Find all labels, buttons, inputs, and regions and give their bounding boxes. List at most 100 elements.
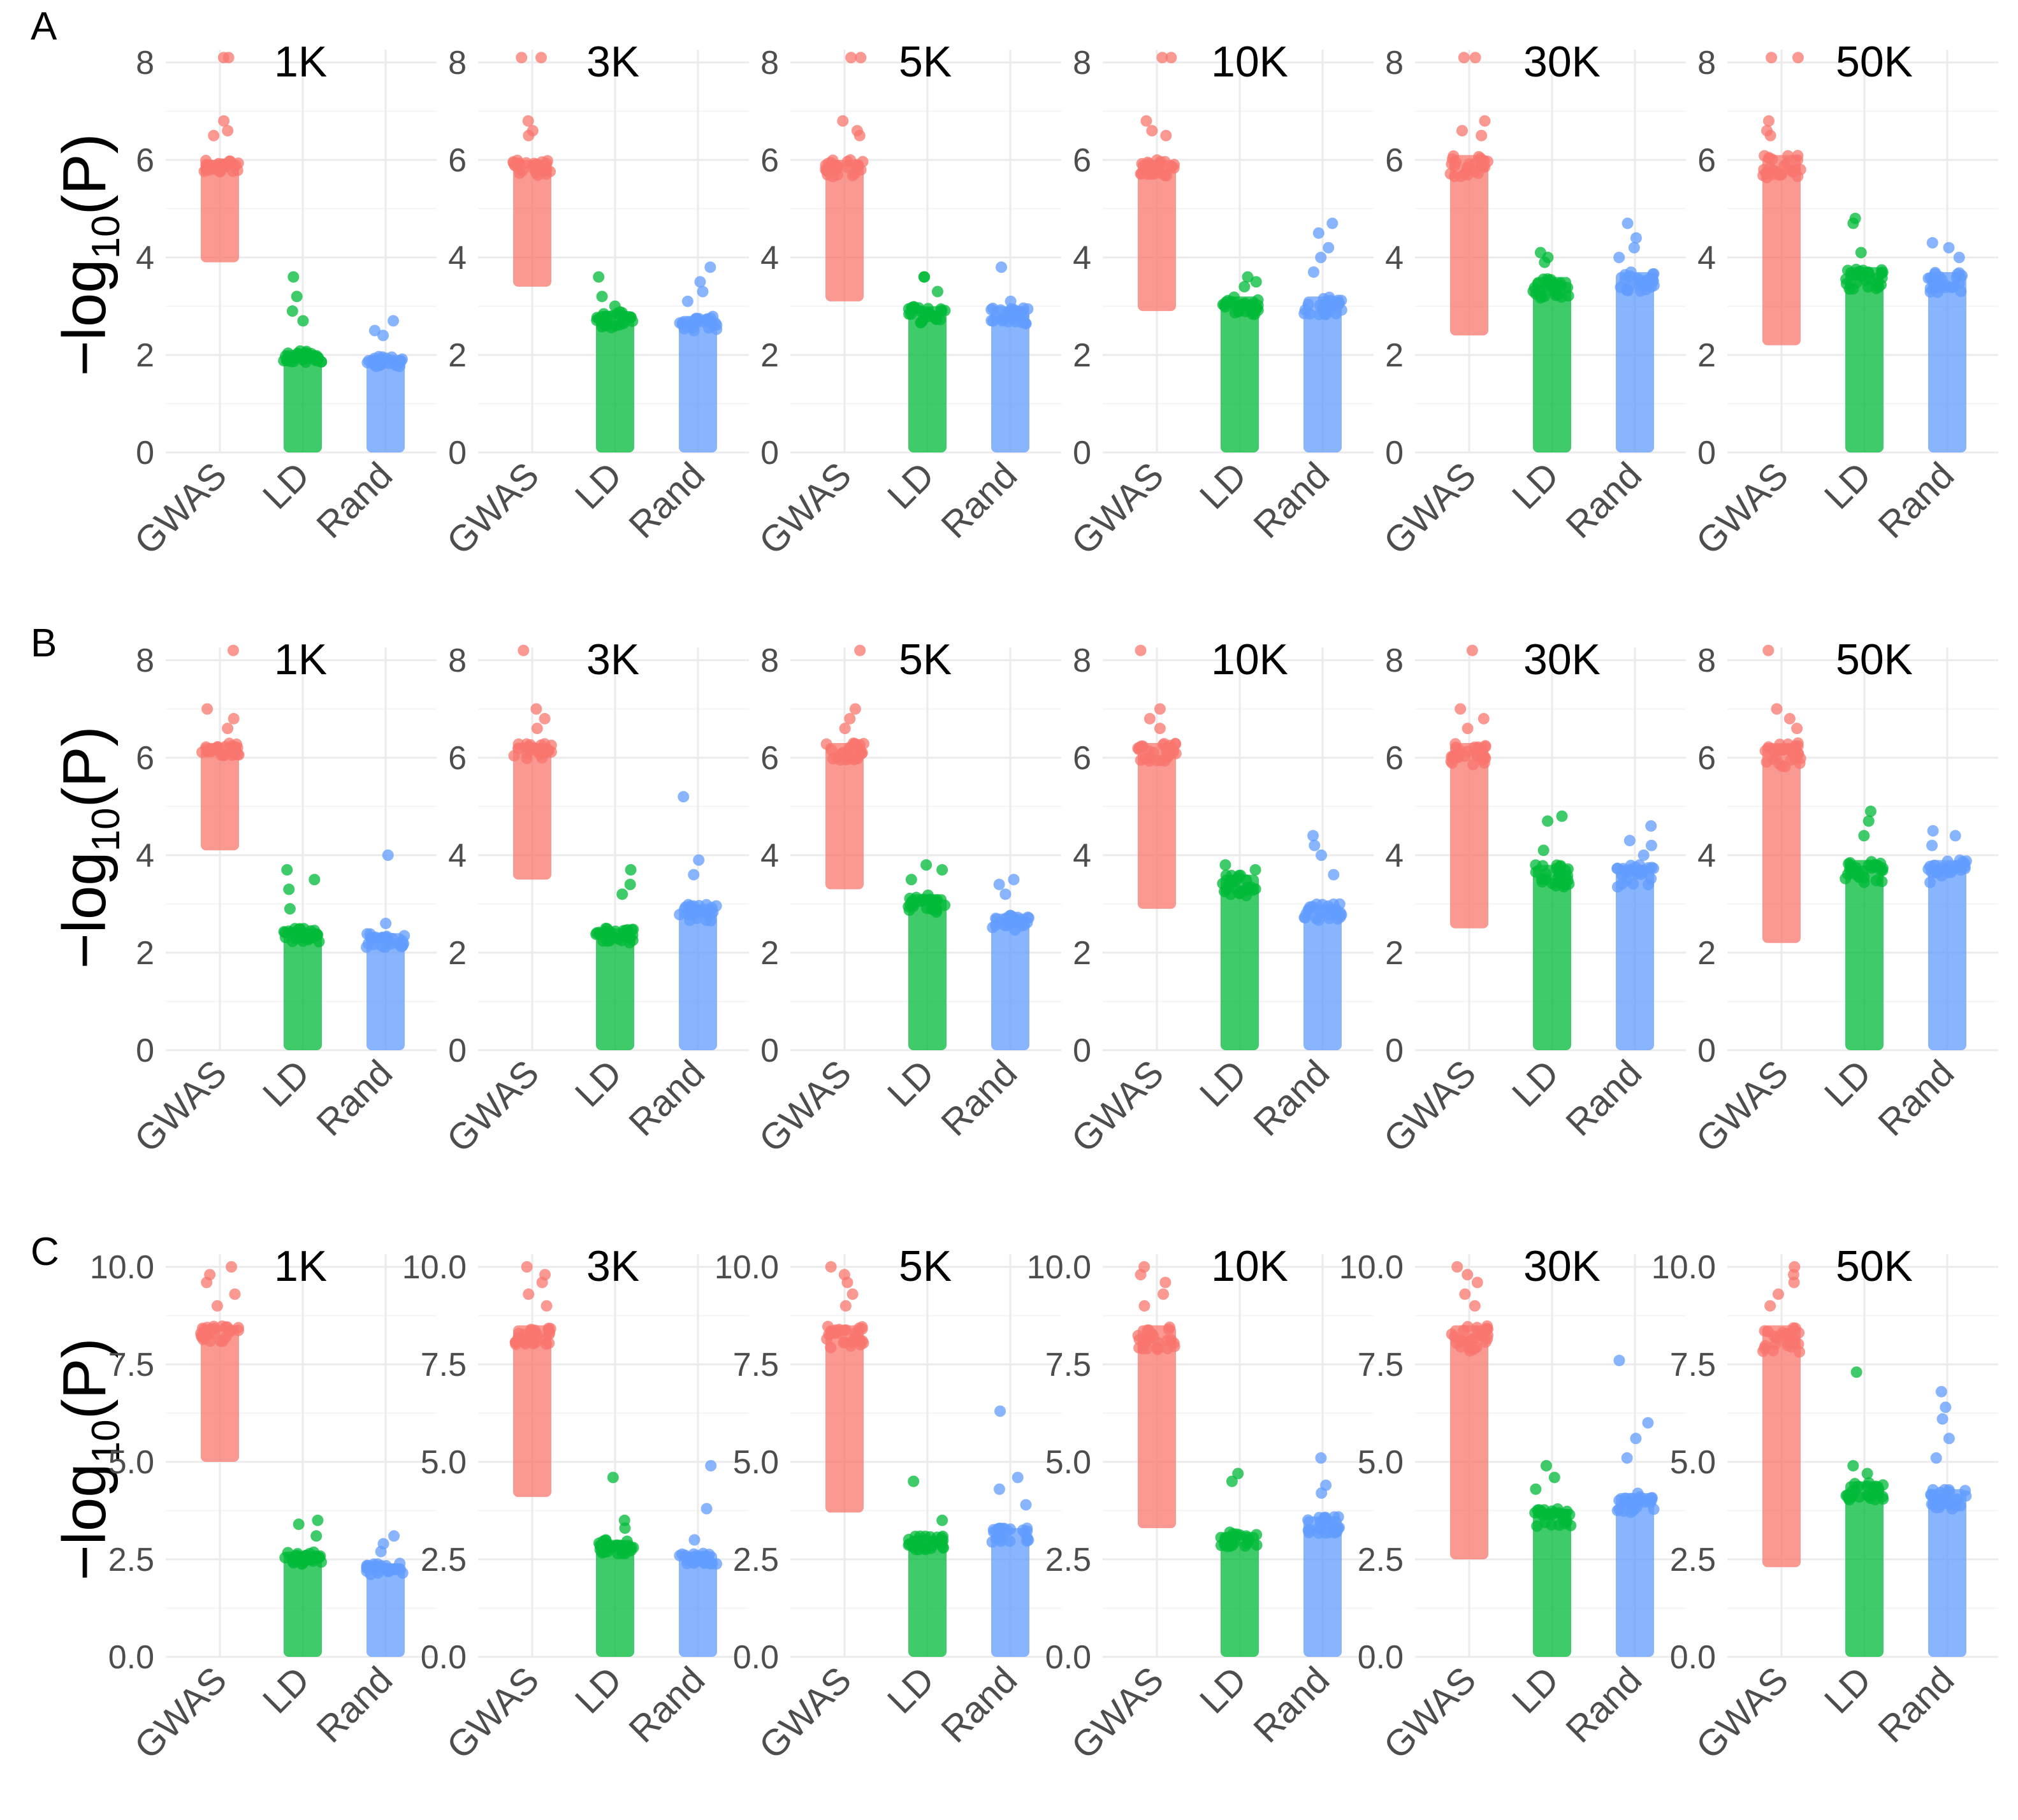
outlier-point <box>368 324 381 336</box>
data-point <box>524 739 536 751</box>
outlier-point <box>1020 1499 1032 1511</box>
y-label-subscript: 10 <box>84 1419 128 1463</box>
outlier-point <box>1315 1452 1327 1464</box>
outlier-point <box>286 305 298 317</box>
data-point <box>927 904 940 916</box>
data-point <box>913 302 925 314</box>
data-point <box>845 154 857 166</box>
point-band-gwas <box>1138 743 1176 909</box>
data-point <box>1136 157 1148 170</box>
panel-title: 5K <box>899 38 952 86</box>
x-tick-label: Rand <box>933 1659 1025 1751</box>
y-tick-label: 2 <box>136 935 154 972</box>
data-point <box>827 154 839 166</box>
data-point <box>939 899 951 911</box>
x-tick-label: LD <box>1192 1052 1254 1115</box>
point-cloud-rand <box>1922 825 1972 1050</box>
y-tick-label: 6 <box>1697 142 1716 179</box>
point-cloud-gwas <box>1132 1261 1180 1529</box>
y-tick-label: 5.0 <box>421 1444 467 1481</box>
outlier-point <box>1530 1483 1542 1495</box>
x-tick-label: Rand <box>1870 1052 1962 1144</box>
y-tick-label: 6 <box>760 142 779 179</box>
outlier-point <box>375 1545 387 1557</box>
point-cloud-ld <box>1215 1468 1263 1657</box>
outlier-point <box>1855 247 1867 259</box>
data-point <box>1846 268 1858 280</box>
outlier-point <box>1936 1413 1949 1425</box>
point-band-ld <box>284 928 322 1050</box>
outlier-point <box>697 285 709 298</box>
y-tick-label: 10.0 <box>715 1249 779 1286</box>
data-point <box>1561 1505 1573 1517</box>
outlier-point <box>226 1261 238 1273</box>
outlier-point <box>287 271 300 283</box>
point-cloud-gwas <box>1445 644 1492 928</box>
data-point <box>1319 308 1332 321</box>
y-tick-label: 6 <box>1385 740 1404 777</box>
point-band-rand <box>1616 1492 1654 1657</box>
data-point <box>386 356 398 368</box>
outlier-point <box>994 1405 1006 1417</box>
data-point <box>1648 1503 1660 1515</box>
outlier-point <box>999 888 1012 900</box>
outlier-point <box>1323 242 1335 254</box>
data-point <box>1481 1332 1493 1345</box>
point-cloud-rand <box>1613 217 1660 452</box>
y-tick-label: 8 <box>448 642 467 679</box>
data-point <box>1479 740 1492 753</box>
outlier-point <box>1556 810 1568 822</box>
y-tick-label: 8 <box>1073 45 1091 82</box>
outlier-point <box>1315 252 1327 263</box>
data-point <box>700 914 713 927</box>
y-tick-label: 0 <box>136 1032 154 1069</box>
data-point <box>1840 872 1852 885</box>
outlier-point <box>1623 835 1636 847</box>
data-point <box>1467 758 1479 770</box>
y-tick-label: 10.0 <box>1027 1249 1091 1286</box>
data-point <box>205 746 217 758</box>
y-tick-label: 6 <box>448 740 467 777</box>
y-tick-label: 0 <box>1385 435 1404 472</box>
data-point <box>220 1331 232 1343</box>
data-point <box>1446 158 1458 170</box>
y-tick-label: 7.5 <box>1358 1347 1404 1383</box>
y-tick-label: 2 <box>1385 337 1404 374</box>
data-point <box>855 164 867 176</box>
y-tick-label: 2 <box>760 935 779 972</box>
point-band-ld <box>908 1536 947 1657</box>
data-point <box>1004 1535 1016 1547</box>
outlier-point <box>905 874 917 886</box>
outlier-point <box>1637 849 1650 861</box>
outlier-point <box>535 52 547 64</box>
data-point <box>229 159 242 171</box>
data-point <box>1775 168 1787 180</box>
y-tick-label: 0 <box>136 435 154 472</box>
outlier-point <box>523 1288 535 1300</box>
outlier-point <box>918 271 931 283</box>
outlier-point <box>1479 115 1491 127</box>
point-cloud-ld <box>1530 810 1575 1050</box>
y-tick-label: 4 <box>1073 240 1091 277</box>
outlier-point <box>609 300 621 312</box>
point-band-gwas <box>1138 1325 1176 1529</box>
data-point <box>1537 273 1550 285</box>
data-point <box>1950 271 1963 284</box>
outlier-point <box>1645 839 1657 851</box>
point-cloud-rand <box>985 261 1034 452</box>
point-cloud-ld <box>1217 859 1261 1050</box>
point-cloud-ld <box>279 1514 328 1657</box>
outlier-point <box>1771 703 1783 715</box>
data-point <box>1302 1514 1314 1526</box>
point-cloud-gwas <box>1759 644 1806 943</box>
y-tick-label: 0.0 <box>1358 1639 1404 1676</box>
y-label-prefix: −log <box>50 1463 119 1580</box>
data-point <box>1848 1478 1861 1490</box>
data-point <box>1767 1345 1779 1357</box>
outlier-point <box>1788 1276 1800 1289</box>
